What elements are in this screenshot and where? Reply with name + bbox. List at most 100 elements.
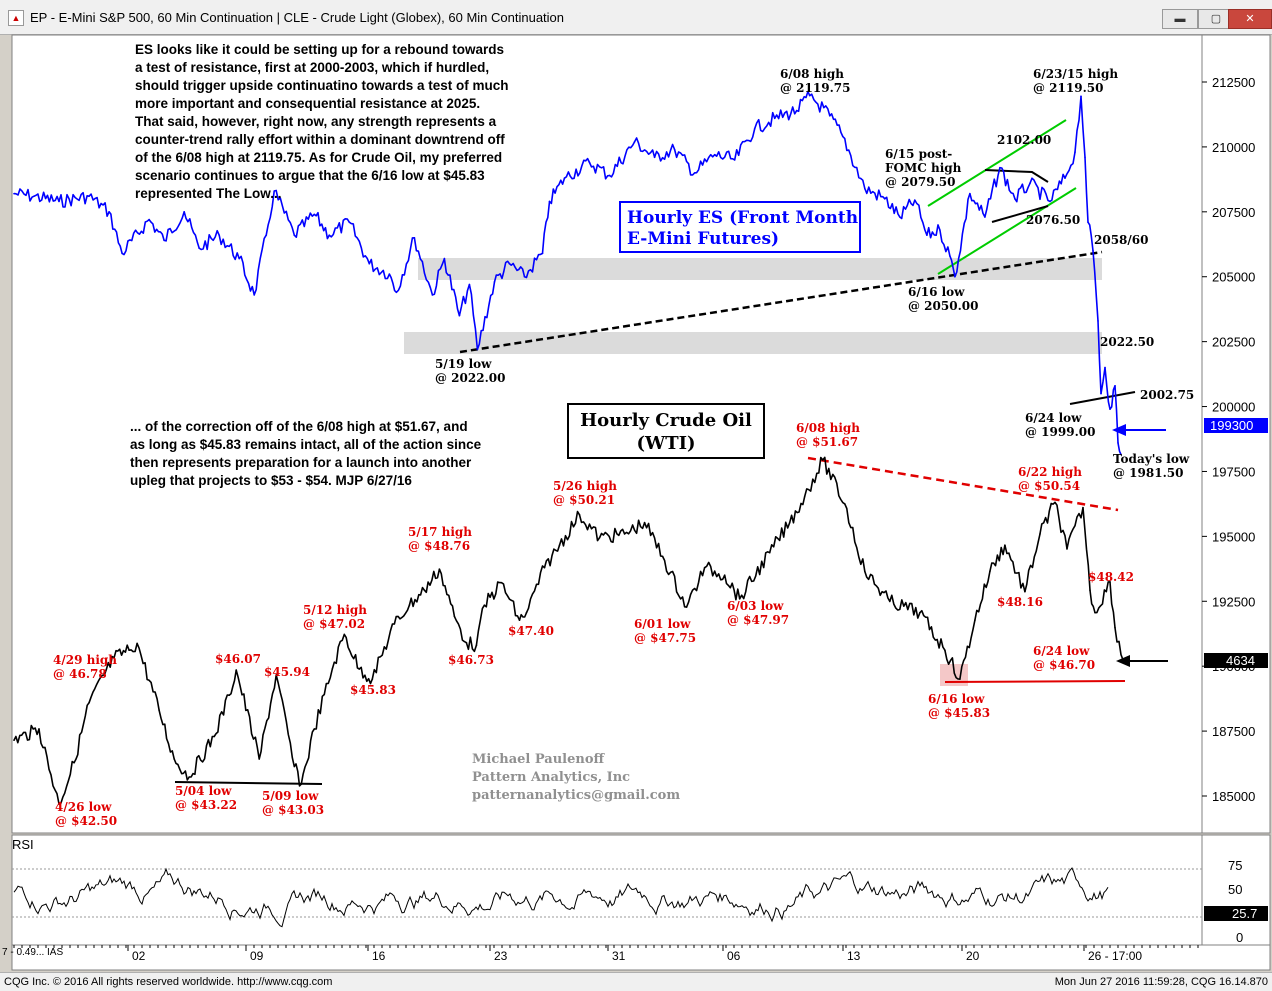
es-data-point: [608, 174, 611, 177]
crude-label-apr26-low-value: @ $42.50: [55, 814, 117, 828]
crude-data-point: [465, 641, 468, 644]
price-tick-label: 187500: [1212, 724, 1255, 739]
es-title-box: [619, 201, 861, 253]
resistance-zone-2022: [404, 332, 1102, 354]
rsi-corner-text: 7 - 0.49... IAS: [2, 947, 63, 958]
time-tick-label: 02: [132, 949, 146, 963]
es-data-point: [841, 135, 844, 138]
crude-label-may04-low: 5/04 low: [175, 784, 232, 798]
crude-data-point: [1114, 626, 1116, 629]
es-data-point: [431, 294, 434, 296]
crude-note-line: then represents preparation for a launch…: [130, 455, 472, 470]
es-note-line: scenario continues to argue that the 6/1…: [135, 168, 485, 183]
es-label-today-low: Today's low: [1113, 452, 1190, 466]
es-data-point: [808, 94, 811, 97]
es-data-point: [108, 211, 110, 213]
crude-annotations: 6/08 high @ $51.67 6/22 high @ $50.54 5/…: [53, 421, 1134, 828]
es-label-jun08-high-value: @ 2119.75: [780, 81, 850, 95]
crude-label-jun16-low: 6/16 low: [928, 692, 985, 706]
crude-label-apr29-high-value: @ 46.78: [53, 667, 107, 681]
rsi-tick-75: 75: [1228, 858, 1242, 873]
crude-data-point: [989, 570, 991, 573]
es-data-point: [548, 200, 551, 203]
es-title-line2: E-Mini Futures): [627, 229, 779, 249]
crude-label-apr29-high: 4/29 high: [53, 653, 117, 667]
crude-data-point: [1039, 533, 1041, 535]
crude-data-point: [423, 589, 426, 591]
crude-data-point: [974, 619, 976, 621]
crude-data-point: [1054, 501, 1056, 504]
crude-label-4594: $45.94: [264, 665, 310, 679]
rsi-label: RSI: [12, 837, 34, 852]
es-data-point: [1120, 453, 1122, 456]
crude-data-point: [558, 544, 561, 546]
crude-data-point: [959, 678, 961, 680]
time-tick-label: 20: [966, 949, 980, 963]
es-data-point: [1092, 249, 1094, 252]
crude-data-point: [300, 783, 303, 785]
price-tick-label: 195000: [1212, 529, 1255, 544]
crude-data-point: [863, 570, 866, 573]
es-data-point: [121, 252, 123, 255]
es-data-point: [563, 177, 566, 179]
es-data-point: [949, 255, 951, 257]
crude-data-point: [136, 642, 138, 645]
close-button[interactable]: ✕: [1228, 9, 1272, 29]
es-data-point: [673, 148, 676, 151]
es-data-point: [476, 348, 479, 351]
crude-data-point: [128, 649, 130, 651]
es-data-point: [633, 140, 636, 143]
crude-label-4583: $45.83: [350, 683, 396, 697]
es-data-point: [926, 234, 928, 236]
crude-label-jun03-low-value: @ $47.97: [727, 613, 789, 627]
minimize-button[interactable]: ▬: [1162, 9, 1198, 29]
crude-data-point: [1109, 581, 1111, 583]
time-tick-label: 16: [372, 949, 386, 963]
crude-label-jun24-low-value: @ $46.70: [1033, 658, 1095, 672]
es-note-line: more important and consequential resista…: [135, 96, 480, 111]
crude-data-point: [235, 669, 238, 671]
es-note-line: ES looks like it could be setting up for…: [135, 42, 504, 57]
crude-data-point: [228, 694, 231, 697]
es-data-point: [218, 234, 220, 236]
rsi-panel[interactable]: [11, 834, 1203, 946]
es-data-point: [493, 281, 496, 283]
time-tick-label: 06: [727, 949, 741, 963]
crude-data-point: [38, 728, 40, 730]
status-timestamp: Mon Jun 27 2016 11:59:28, CQG 16.14.870: [1054, 976, 1268, 988]
crude-data-point: [1089, 589, 1091, 591]
price-axis-panel[interactable]: [1201, 34, 1271, 834]
crude-data-point: [598, 536, 601, 539]
time-tick-label: 31: [612, 949, 626, 963]
crude-title-box: [567, 403, 765, 459]
crude-data-point: [13, 739, 15, 742]
es-label-today-low-value: @ 1981.50: [1113, 466, 1183, 480]
crude-label-jun22-high-value: @ $50.54: [1018, 479, 1080, 493]
time-tick-label: 09: [250, 949, 264, 963]
crude-data-point: [1094, 611, 1096, 614]
es-data-point: [653, 156, 656, 159]
status-bar: CQG Inc. © 2016 All rights reserved worl…: [0, 972, 1272, 991]
crude-data-point: [483, 604, 486, 606]
es-data-point: [588, 161, 591, 164]
es-label-2076: 2076.50: [1026, 213, 1080, 227]
es-data-point: [293, 234, 296, 236]
app-icon: ▲: [8, 10, 24, 26]
es-label-fomc-2: FOMC high: [885, 161, 962, 175]
rsi-line: [13, 867, 1109, 928]
es-resistance-line-2002: [1069, 391, 1136, 405]
price-axis: 212500 210000 207500 205000 202500 200000 1975…: [1202, 75, 1255, 804]
es-data-point: [1087, 221, 1089, 224]
es-data-point: [733, 159, 736, 161]
time-tick-label: 13: [847, 949, 861, 963]
es-note-line: should trigger upside continuatino towar…: [135, 78, 509, 93]
es-data-point: [443, 257, 446, 260]
crude-data-point: [843, 503, 846, 505]
chart-area: 212500 210000 207500 205000 202500 200000 1975…: [2, 34, 1271, 971]
price-tick-label: 197500: [1212, 464, 1255, 479]
es-last-value: 199300: [1210, 418, 1253, 433]
es-data-point: [795, 109, 798, 112]
price-tick-label: 200000: [1212, 400, 1255, 415]
crude-data-point: [113, 656, 115, 659]
crude-label-may17-high: 5/17 high: [408, 525, 472, 539]
